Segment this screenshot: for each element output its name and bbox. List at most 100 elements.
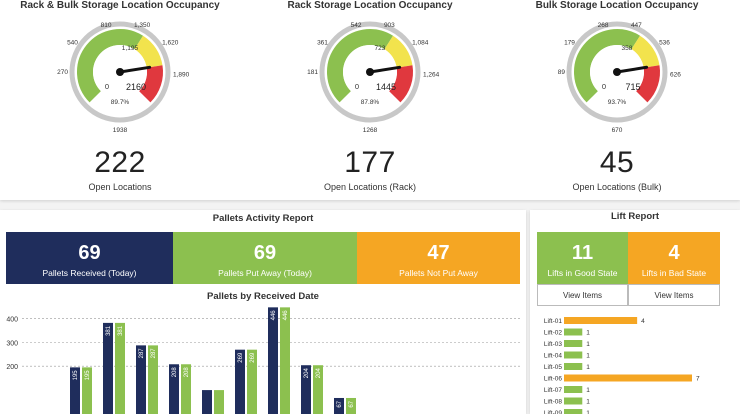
y-tick-label: 200 bbox=[6, 364, 18, 371]
kpi-label: Lifts in Bad State bbox=[641, 268, 707, 278]
kpi-value: 69 bbox=[253, 242, 277, 264]
gauge-needle-hub bbox=[366, 68, 374, 76]
kpi-lifts-bad[interactable]: 4 Lifts in Bad State bbox=[628, 232, 720, 284]
gauge-needle bbox=[615, 65, 649, 74]
bar bbox=[301, 365, 311, 414]
gauge-tick-label: 361 bbox=[317, 39, 328, 46]
gauge-tick-label: 1,195 bbox=[122, 45, 139, 52]
bar bbox=[103, 322, 113, 414]
gauge-needle bbox=[368, 65, 402, 74]
open-locations-value: 45 bbox=[599, 146, 635, 179]
bar-value-label: 204 bbox=[304, 368, 310, 379]
kpi-pallets-not-put-away[interactable]: 47 Pallets Not Put Away bbox=[357, 232, 520, 284]
open-locations-value: 222 bbox=[94, 146, 146, 179]
bar bbox=[70, 367, 80, 414]
gauge-band bbox=[134, 35, 163, 69]
gauge-tick-label: 1,084 bbox=[412, 39, 429, 46]
open-locations-label: Open Locations (Rack) bbox=[323, 182, 417, 192]
bar-value-label: 287 bbox=[151, 348, 157, 359]
open-locations-label: Open Locations bbox=[88, 182, 152, 192]
bar bbox=[214, 390, 224, 414]
bar-value-label: 195 bbox=[73, 370, 79, 381]
gauge-zero-label: 0 bbox=[105, 82, 109, 91]
gauge-title: Bulk Storage Location Occupancy bbox=[535, 0, 699, 11]
gauge-rim bbox=[566, 21, 668, 123]
open-locations-label: Open Locations (Bulk) bbox=[572, 182, 662, 192]
gauge-dial: 270 540 810 1,195 1,350 1,620 1,890 0 2160 89.7% 1… bbox=[57, 21, 190, 134]
gauge-tick-label: 536 bbox=[659, 39, 670, 46]
bar bbox=[334, 397, 344, 414]
lift-bar-chart[interactable]: Lift-01 4 Lift-02 1 Lift-03 1 Lift-04 1 Lift-05 1… bbox=[530, 312, 740, 414]
bar bbox=[181, 364, 191, 414]
gauge-needle-hub bbox=[116, 68, 124, 76]
lift-value-label: 1 bbox=[586, 330, 590, 337]
kpi-label: Lifts in Good State bbox=[547, 268, 618, 278]
gauge-tick-label: 903 bbox=[384, 22, 395, 29]
bar bbox=[169, 364, 179, 414]
bar-value-label: 381 bbox=[106, 325, 112, 336]
lift-value-label: 1 bbox=[586, 364, 590, 371]
lift-name-label: Lift-06 bbox=[544, 376, 562, 383]
kpi-pallets-put-away[interactable]: 69 Pallets Put Away (Today) bbox=[173, 232, 357, 284]
bar-value-label: 287 bbox=[139, 348, 145, 359]
gauge-percent-label: 89.7% bbox=[111, 99, 130, 106]
gauge-band bbox=[384, 35, 413, 69]
lift-value-label: 1 bbox=[586, 341, 590, 348]
gauge-tick-label: 1,890 bbox=[173, 72, 190, 79]
lift-name-label: Lift-02 bbox=[544, 330, 562, 337]
gauge-tick-label: 540 bbox=[67, 39, 78, 46]
kpi-lifts-good[interactable]: 11 Lifts in Good State bbox=[537, 232, 628, 284]
lift-value-label: 1 bbox=[586, 399, 590, 406]
y-tick-label: 300 bbox=[6, 340, 18, 347]
lift-name-label: Lift-07 bbox=[544, 387, 562, 394]
pallets-by-date-chart[interactable]: 400 300 200 195 195 381 381 287 287 208 208 269 269 4… bbox=[0, 300, 526, 414]
gauge-tick-label: 358 bbox=[622, 45, 633, 52]
gauge-needle-hub bbox=[613, 68, 621, 76]
lift-bar bbox=[564, 328, 583, 336]
lift-bar bbox=[564, 374, 692, 382]
lift-name-label: Lift-05 bbox=[544, 364, 562, 371]
gauge-rack[interactable]: 181 361 542 723 903 1,084 1,264 0 1445 87.8% 1268 … bbox=[260, 0, 480, 200]
gauge-tick-label: 1,264 bbox=[423, 72, 440, 79]
gauge-title: Rack Storage Location Occupancy bbox=[287, 0, 453, 11]
gauge-value-label: 2160 bbox=[126, 82, 146, 92]
lift-value-label: 4 bbox=[641, 318, 645, 325]
gauge-tick-label: 723 bbox=[375, 45, 386, 52]
bar bbox=[115, 322, 125, 414]
bar-value-label: 67 bbox=[337, 400, 343, 407]
gauge-percent-label: 93.7% bbox=[608, 99, 627, 106]
view-items-good-button[interactable]: View Items bbox=[537, 284, 628, 306]
gauge-tick-label: 1,620 bbox=[162, 39, 179, 46]
gauge-band bbox=[635, 65, 660, 103]
lift-name-label: Lift-01 bbox=[544, 318, 562, 325]
bar-value-label: 381 bbox=[118, 325, 124, 336]
lift-value-label: 1 bbox=[586, 410, 590, 414]
lift-bar bbox=[564, 351, 583, 359]
lift-value-label: 1 bbox=[586, 387, 590, 394]
gauge-tick-label: 179 bbox=[564, 39, 575, 46]
bar-value-label: 446 bbox=[271, 310, 277, 321]
kpi-label: Pallets Not Put Away bbox=[399, 268, 478, 278]
lift-name-label: Lift-09 bbox=[544, 410, 562, 414]
kpi-pallets-received[interactable]: 69 Pallets Received (Today) bbox=[6, 232, 173, 284]
kpi-value: 69 bbox=[78, 242, 101, 264]
gauge-tick-label: 1,350 bbox=[134, 22, 151, 29]
bar bbox=[202, 390, 212, 414]
gauge-band bbox=[138, 65, 163, 103]
gauge-tick-label: 89 bbox=[558, 69, 566, 76]
bar bbox=[82, 367, 92, 414]
bar bbox=[268, 307, 278, 414]
bar-value-label: 204 bbox=[316, 368, 322, 379]
gauge-rack-bulk[interactable]: 270 540 810 1,195 1,350 1,620 1,890 0 2160 89.7% 1… bbox=[10, 0, 230, 200]
bar-value-label: 446 bbox=[283, 310, 289, 321]
gauge-percent-label: 87.8% bbox=[361, 99, 380, 106]
gauge-value-label: 1445 bbox=[376, 82, 396, 92]
gauge-band bbox=[388, 65, 413, 103]
gauge-max-label: 1268 bbox=[363, 127, 378, 134]
gauge-band bbox=[77, 29, 144, 103]
bar-value-label: 208 bbox=[184, 367, 190, 378]
view-items-bad-button[interactable]: View Items bbox=[628, 284, 720, 306]
bar bbox=[313, 365, 323, 414]
gauge-bulk[interactable]: 89 179 268 358 447 536 626 0 715 93.7% 670 Bulk St… bbox=[507, 0, 727, 200]
lift-bar bbox=[564, 317, 638, 324]
